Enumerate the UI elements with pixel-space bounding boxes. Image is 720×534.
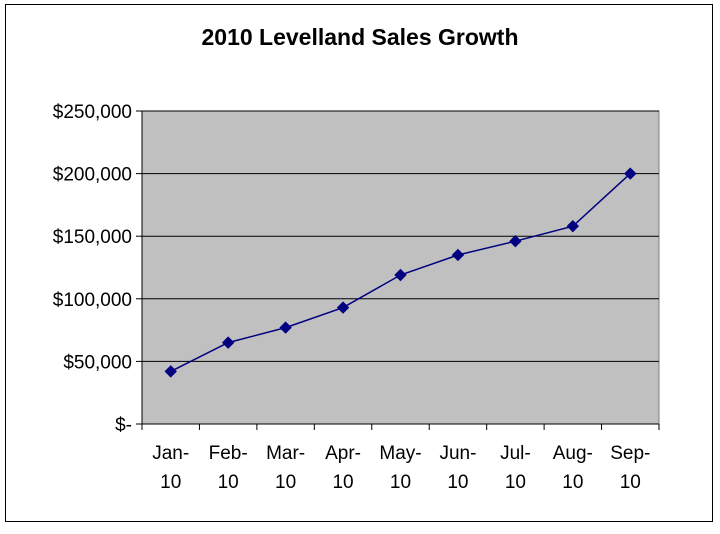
x-tick-label: 10 — [160, 472, 181, 493]
data-point — [394, 268, 407, 282]
data-point — [451, 248, 465, 262]
x-tick-label: 10 — [447, 472, 468, 493]
x-tick-label: Jun- — [439, 443, 476, 464]
x-tick-label: Sep- — [610, 443, 650, 464]
data-point — [221, 336, 235, 349]
x-tick-label: Apr- — [325, 443, 361, 464]
data-point — [164, 365, 177, 378]
y-tick-label: $50,000 — [63, 352, 132, 373]
x-tick-label: 10 — [562, 472, 583, 493]
x-tick-label: Mar- — [266, 443, 305, 464]
chart-title: 2010 Levelland Sales Growth — [201, 24, 519, 50]
x-tick-label: 10 — [275, 472, 296, 493]
data-point — [336, 301, 350, 314]
x-tick-label: 10 — [505, 472, 526, 493]
x-tick-label: Jul- — [500, 443, 531, 464]
y-tick-label: $150,000 — [53, 227, 132, 248]
x-tick-label: Aug- — [553, 443, 593, 464]
plot-area — [141, 110, 660, 425]
data-point — [279, 321, 292, 334]
x-tick-label: 10 — [332, 472, 353, 493]
y-tick-label: $200,000 — [53, 165, 132, 186]
x-tick-label: 10 — [390, 472, 411, 493]
x-tick-label: 10 — [620, 472, 641, 493]
x-tick-label: May- — [379, 443, 421, 464]
data-point — [509, 235, 522, 248]
x-tick-label: Feb- — [209, 443, 248, 464]
data-point — [566, 219, 580, 233]
x-tick-label: 10 — [218, 472, 239, 493]
y-tick-label: $250,000 — [53, 102, 132, 123]
y-tick-label: $100,000 — [53, 290, 132, 311]
y-tick-label: $- — [115, 415, 132, 436]
x-tick-label: Jan- — [152, 443, 189, 464]
data-point — [624, 167, 637, 180]
